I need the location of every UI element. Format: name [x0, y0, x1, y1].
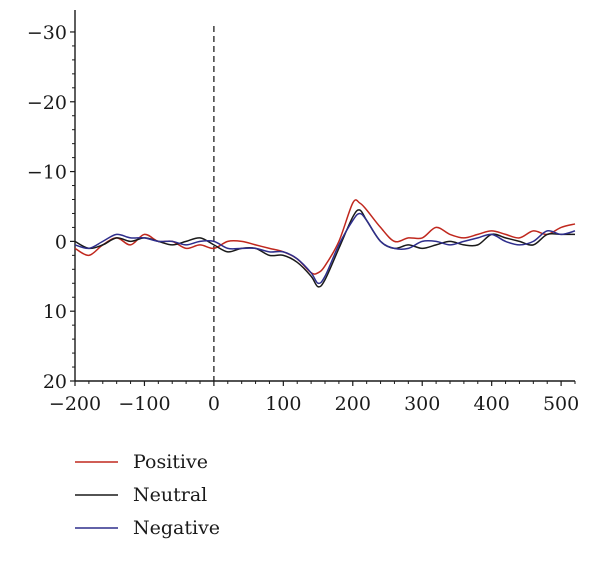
y-tick-label: 0 — [55, 231, 67, 253]
series-line-neutral — [74, 209, 575, 288]
y-tick-label: 10 — [43, 301, 67, 323]
series-line-negative — [74, 212, 576, 285]
y-tick-label: 20 — [43, 371, 67, 393]
x-tick-label: 500 — [543, 393, 579, 415]
x-tick-label: 200 — [335, 393, 371, 415]
series-group — [74, 199, 576, 288]
legend-label: Negative — [133, 517, 220, 539]
legend-label: Positive — [133, 451, 208, 473]
legend-label: Neutral — [133, 484, 207, 506]
x-tick-label: −100 — [118, 393, 170, 415]
x-tick-label: 400 — [474, 393, 510, 415]
series-line-positive — [74, 199, 576, 275]
x-tick-label: 300 — [404, 393, 440, 415]
y-tick-label: −30 — [27, 22, 67, 44]
y-tick-label: −20 — [27, 92, 67, 114]
x-tick-label: 0 — [208, 393, 220, 415]
legend: Positive Neutral Negative — [75, 451, 220, 539]
x-tick-label: −200 — [49, 393, 101, 415]
x-tick-label: 100 — [265, 393, 301, 415]
y-tick-label: −10 — [27, 162, 67, 184]
